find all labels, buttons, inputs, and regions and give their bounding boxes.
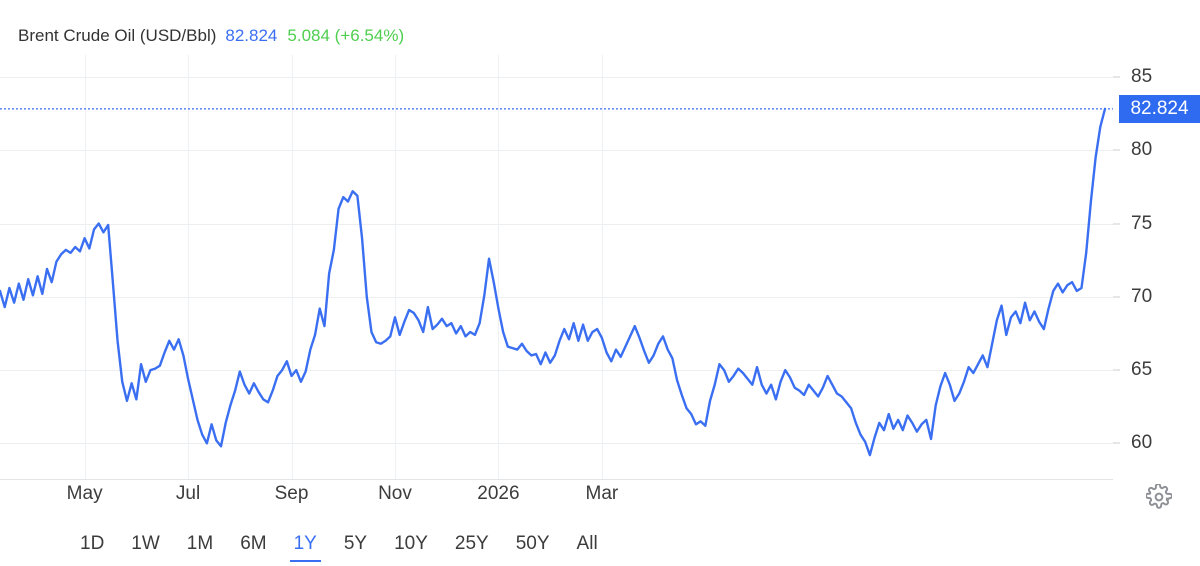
price-line-chart[interactable]: [0, 55, 1113, 480]
vertical-gridlines: [85, 55, 603, 480]
y-tick-mark: [1113, 223, 1120, 225]
range-button-10y[interactable]: 10Y: [394, 532, 428, 554]
y-axis-tick-label: 80: [1131, 139, 1153, 161]
current-price: 82.824: [225, 26, 278, 45]
range-button-5y[interactable]: 5Y: [343, 532, 368, 554]
instrument-title: Brent Crude Oil (USD/Bbl): [18, 26, 217, 45]
x-axis-tick-label: 2026: [477, 483, 520, 504]
y-axis-tick-label: 75: [1131, 212, 1153, 234]
x-axis-tick-label: May: [66, 483, 103, 504]
y-axis-tick-label: 70: [1131, 285, 1153, 307]
price-series-line: [0, 107, 1107, 457]
range-button-1d[interactable]: 1D: [80, 532, 105, 554]
range-selector[interactable]: 1D 1W 1M 6M 1Y 5Y 10Y 25Y 50Y All: [0, 528, 1200, 566]
chart-header: Brent Crude Oil (USD/Bbl) 82.824 5.084 (…: [18, 26, 404, 50]
y-axis-tick-label: 60: [1131, 432, 1153, 454]
y-axis-tick-label: 65: [1131, 359, 1153, 381]
x-axis: May Jul Sep Nov 2026 Mar: [0, 480, 1113, 518]
y-tick-mark: [1113, 149, 1120, 151]
horizontal-gridlines: [0, 77, 1113, 444]
range-button-6m[interactable]: 6M: [240, 532, 267, 554]
chart-svg: [0, 55, 1113, 480]
y-tick-mark: [1113, 369, 1120, 371]
range-button-all[interactable]: All: [576, 532, 598, 554]
y-tick-mark: [1113, 76, 1120, 78]
x-axis-tick-label: Jul: [175, 483, 201, 504]
y-tick-mark: [1113, 296, 1120, 298]
price-change: 5.084 (+6.54%): [287, 26, 405, 45]
chart-area[interactable]: [0, 55, 1113, 480]
range-button-50y[interactable]: 50Y: [515, 532, 550, 554]
range-button-1m[interactable]: 1M: [186, 532, 214, 554]
range-button-1y[interactable]: 1Y: [289, 533, 322, 562]
x-axis-tick-label: Sep: [274, 483, 309, 504]
price-badge: 82.824: [1119, 94, 1200, 123]
y-axis: 85 80 75 70 65 60 82.824: [1113, 55, 1200, 480]
y-tick-mark: [1113, 442, 1120, 444]
range-button-1w[interactable]: 1W: [131, 532, 160, 554]
y-axis-tick-label: 85: [1131, 65, 1153, 87]
range-button-25y[interactable]: 25Y: [454, 532, 489, 554]
x-axis-tick-label: Nov: [378, 483, 412, 504]
gear-icon[interactable]: [1146, 484, 1172, 510]
x-axis-tick-label: Mar: [585, 483, 619, 504]
